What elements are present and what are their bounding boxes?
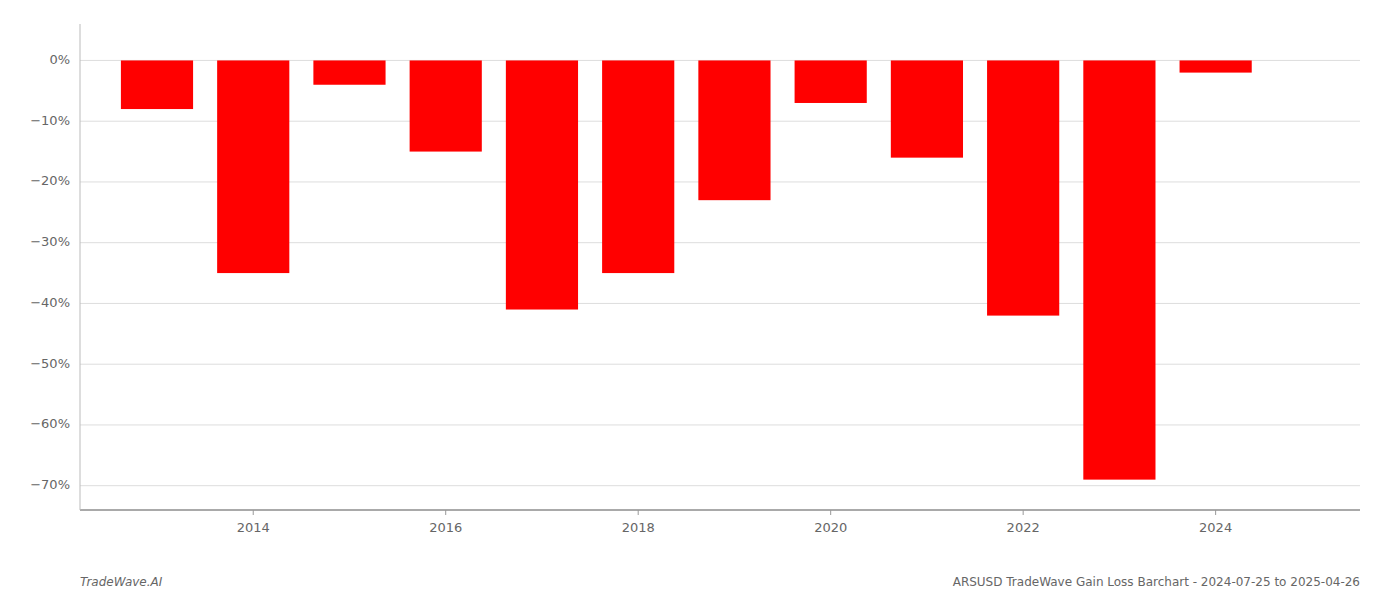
bar [891,60,963,157]
x-tick-label: 2016 [429,520,462,535]
y-tick-label: −40% [30,295,70,310]
bar [1180,60,1252,72]
bars [121,60,1252,479]
y-tick-label: −30% [30,234,70,249]
grid-line [80,485,1360,486]
bar [1083,60,1155,479]
chart: 0%−10%−20%−30%−40%−50%−60%−70%2014201620… [0,0,1400,600]
grid-line [80,424,1360,425]
x-tick-label: 2022 [1007,520,1040,535]
x-tick [830,510,831,515]
x-tick-label: 2024 [1199,520,1232,535]
bar [698,60,770,200]
x-tick [638,510,639,515]
y-tick-label: −70% [30,477,70,492]
y-tick-label: −50% [30,356,70,371]
x-tick [445,510,446,515]
x-tick [253,510,254,515]
bar [410,60,482,151]
x-tick [1215,510,1216,515]
y-tick-label: −10% [30,113,70,128]
y-tick-label: −60% [30,416,70,431]
x-ticks: 2014 2016 2018 2020 2022 2024 [237,510,1232,535]
bar [602,60,674,273]
x-tick-label: 2020 [814,520,847,535]
bar [313,60,385,84]
y-tick-label: −20% [30,173,70,188]
grid-line [80,303,1360,304]
footer-right: ARSUSD TradeWave Gain Loss Barchart - 20… [953,575,1360,589]
footer-left: TradeWave.AI [80,575,163,589]
y-tick-label: 0% [49,52,70,67]
y-axis-line [80,24,81,510]
axes [80,24,1360,510]
footer: TradeWave.AI ARSUSD TradeWave Gain Loss B… [80,575,1360,589]
bar [506,60,578,309]
bar [217,60,289,273]
x-tick [1023,510,1024,515]
y-tick-labels: 0% −10% −20% −30% −40% −50% −60% −70% [30,52,70,492]
bar [795,60,867,103]
x-axis-line [80,510,1360,511]
bar [987,60,1059,315]
y-grid [80,60,1360,485]
x-tick-label: 2018 [622,520,655,535]
grid-line [80,364,1360,365]
bar [121,60,193,109]
x-tick-label: 2014 [237,520,270,535]
